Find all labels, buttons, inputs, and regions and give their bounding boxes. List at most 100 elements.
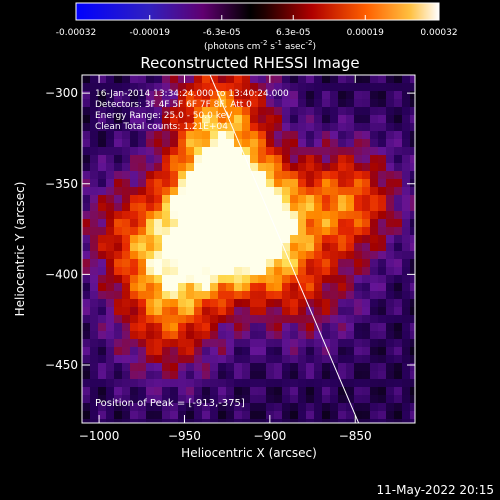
heatmap-cell	[138, 339, 146, 347]
heatmap-cell	[378, 347, 386, 355]
heatmap-cell	[106, 379, 114, 387]
heatmap-cell	[178, 347, 186, 355]
heatmap-cell	[354, 187, 362, 195]
heatmap-cell	[354, 219, 362, 227]
heatmap-cell	[298, 339, 306, 347]
heatmap-cell	[370, 123, 378, 131]
heatmap-cell	[114, 115, 122, 123]
heatmap-cell	[338, 107, 346, 115]
heatmap-cell	[338, 211, 346, 219]
heatmap-cell	[98, 219, 106, 227]
heatmap-cell	[226, 243, 234, 251]
heatmap-cell	[362, 163, 370, 171]
heatmap-cell	[130, 211, 138, 219]
heatmap-cell	[250, 131, 258, 139]
heatmap-cell	[178, 243, 186, 251]
heatmap-cell	[106, 355, 114, 363]
heatmap-cell	[202, 251, 210, 259]
heatmap-cell	[226, 339, 234, 347]
heatmap-cell	[186, 211, 194, 219]
heatmap-cell	[114, 339, 122, 347]
heatmap-cell	[354, 91, 362, 99]
heatmap-cell	[338, 355, 346, 363]
heatmap-cell	[402, 123, 410, 131]
heatmap-cell	[130, 291, 138, 299]
heatmap-cell	[330, 179, 338, 187]
heatmap-cell	[378, 75, 386, 83]
heatmap-cell	[306, 187, 314, 195]
heatmap-cell	[234, 339, 242, 347]
heatmap-cell	[106, 243, 114, 251]
heatmap-cell	[170, 187, 178, 195]
heatmap-cell	[282, 339, 290, 347]
heatmap-cell	[386, 251, 394, 259]
heatmap-cell	[170, 171, 178, 179]
heatmap-cell	[106, 91, 114, 99]
heatmap-cell	[258, 115, 266, 123]
heatmap-cell	[154, 235, 162, 243]
heatmap-cell	[226, 203, 234, 211]
heatmap-cell	[378, 155, 386, 163]
heatmap-cell	[274, 187, 282, 195]
heatmap-cell	[314, 259, 322, 267]
heatmap-cell	[314, 203, 322, 211]
heatmap-cell	[378, 83, 386, 91]
heatmap-cell	[314, 371, 322, 379]
heatmap-image	[82, 75, 415, 423]
heatmap-cell	[162, 195, 170, 203]
heatmap-cell	[98, 251, 106, 259]
heatmap-cell	[202, 371, 210, 379]
heatmap-cell	[394, 107, 402, 115]
heatmap-cell	[82, 235, 90, 243]
heatmap-cell	[306, 131, 314, 139]
heatmap-cell	[146, 275, 154, 283]
heatmap-cell	[282, 251, 290, 259]
heatmap-cell	[258, 275, 266, 283]
heatmap-cell	[210, 91, 218, 99]
heatmap-cell	[266, 115, 274, 123]
heatmap-cell	[130, 187, 138, 195]
heatmap-cell	[178, 115, 186, 123]
heatmap-cell	[114, 203, 122, 211]
heatmap-cell	[178, 371, 186, 379]
heatmap-cell	[402, 75, 410, 83]
heatmap-cell	[330, 403, 338, 411]
heatmap-cell	[202, 323, 210, 331]
heatmap-cell	[162, 307, 170, 315]
heatmap-cell	[354, 203, 362, 211]
heatmap-cell	[146, 107, 154, 115]
heatmap-cell	[242, 123, 250, 131]
heatmap-cell	[306, 155, 314, 163]
heatmap-cell	[106, 75, 114, 83]
heatmap-cell	[138, 99, 146, 107]
heatmap-cell	[218, 291, 226, 299]
heatmap-cell	[146, 347, 154, 355]
heatmap-cell	[378, 299, 386, 307]
heatmap-cell	[114, 187, 122, 195]
heatmap-cell	[162, 155, 170, 163]
heatmap-cell	[402, 275, 410, 283]
heatmap-cell	[298, 219, 306, 227]
heatmap-cell	[194, 163, 202, 171]
heatmap-cell	[194, 387, 202, 395]
heatmap-cell	[98, 147, 106, 155]
heatmap-cell	[322, 379, 330, 387]
heatmap-cell	[154, 291, 162, 299]
heatmap-cell	[250, 299, 258, 307]
heatmap-cell	[82, 363, 90, 371]
heatmap-cell	[394, 403, 402, 411]
heatmap-cell	[202, 243, 210, 251]
heatmap-cell	[162, 139, 170, 147]
heatmap-cell	[250, 99, 258, 107]
heatmap-cell	[218, 163, 226, 171]
heatmap-cell	[306, 347, 314, 355]
heatmap-cell	[114, 379, 122, 387]
heatmap-cell	[298, 307, 306, 315]
heatmap-cell	[82, 131, 90, 139]
heatmap-cell	[258, 123, 266, 131]
heatmap-cell	[274, 371, 282, 379]
heatmap-cell	[330, 387, 338, 395]
heatmap-cell	[242, 179, 250, 187]
heatmap-cell	[186, 219, 194, 227]
heatmap-cell	[394, 419, 402, 423]
